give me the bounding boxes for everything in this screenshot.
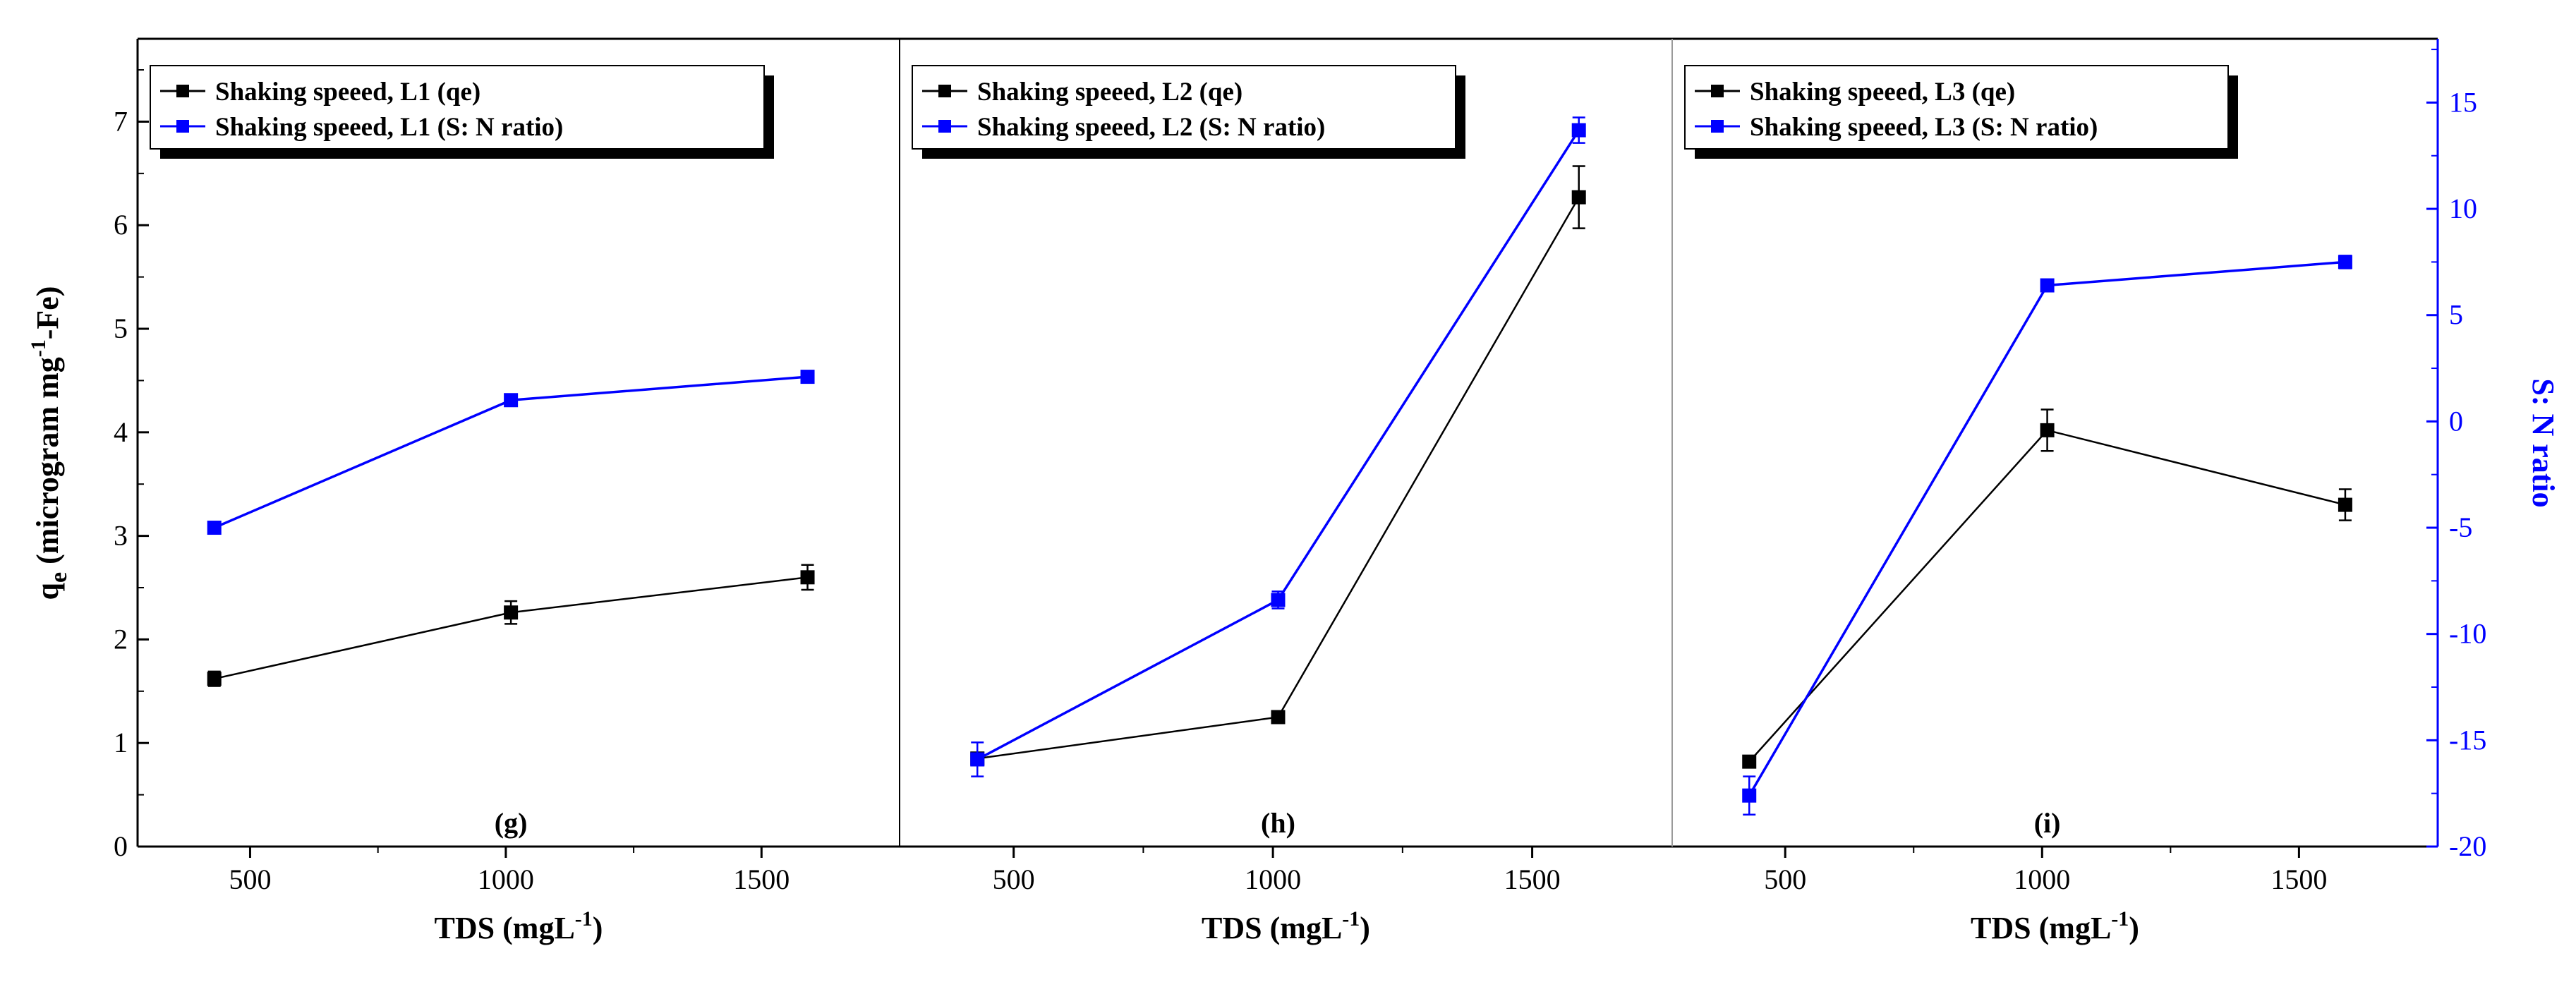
data-point — [1571, 123, 1586, 138]
data-point — [1271, 710, 1286, 725]
panel-g: 500 1000 1500 TDS (mgL-1) (g) Shaking speeed,… — [150, 65, 815, 945]
panel-letter: (h) — [1261, 807, 1295, 839]
data-point — [2040, 278, 2055, 293]
x-axis-title-main: TDS (mgL — [435, 911, 575, 945]
legend: Shaking speeed, L2 (qe) Shaking speeed, L… — [912, 65, 1465, 159]
series-qe — [1742, 408, 2352, 769]
legend-marker — [1711, 120, 1724, 133]
legend-marker — [176, 120, 189, 133]
data-point — [207, 672, 222, 686]
x-axis-tick-label: 500 — [229, 863, 271, 895]
left-axis-tick-label: 2 — [114, 623, 128, 655]
series-line — [977, 196, 1580, 760]
panel-letter: (i) — [2034, 807, 2061, 839]
left-axis-tick-label: 0 — [114, 830, 128, 862]
x-axis-tick-label: 500 — [1764, 863, 1806, 895]
legend-marker — [176, 85, 189, 97]
panel-i: 500 1000 1500 TDS (mgL-1) (i) Shaking speeed,… — [1684, 65, 2352, 945]
data-point — [2338, 497, 2352, 512]
x-axis-tick-label: 1000 — [478, 863, 534, 895]
series-sn-ratio — [970, 116, 1586, 777]
data-point — [504, 393, 519, 408]
data-point — [1571, 190, 1586, 205]
legend-box — [150, 65, 765, 150]
right-y-axis: -20 -15 -10 -5 0 5 10 15 — [2426, 39, 2486, 862]
data-point — [800, 370, 815, 384]
x-axis-title-main: TDS (mgL — [1971, 911, 2111, 945]
data-point — [970, 752, 985, 767]
legend-label: Shaking speeed, L3 (qe) — [1750, 78, 2015, 107]
left-axis-tick-label: 4 — [114, 416, 128, 448]
x-axis-title: TDS (mgL-1) — [435, 907, 603, 945]
left-axis-tick-label: 7 — [114, 105, 128, 137]
series-line — [214, 576, 808, 680]
left-axis-tick-label: 1 — [114, 727, 128, 758]
left-axis-tick-label: 3 — [114, 520, 128, 552]
right-axis-tick-label: 5 — [2449, 299, 2463, 331]
left-y-axis: 0 1 2 3 4 5 6 7 — [114, 39, 149, 862]
legend-marker — [1711, 85, 1724, 97]
legend-label: Shaking speeed, L2 (qe) — [977, 78, 1242, 107]
x-axis-tick-label: 1500 — [2270, 863, 2327, 895]
x-axis-tick-label: 1500 — [733, 863, 790, 895]
x-axis-tick-label: 1000 — [1245, 863, 1301, 895]
right-axis-tick-label: -5 — [2449, 511, 2472, 543]
panel-letter: (g) — [495, 807, 528, 839]
x-axis-title: TDS (mgL-1) — [1971, 907, 2139, 945]
x-axis-title-sup: -1 — [575, 907, 593, 931]
x-axis-title-sup: -1 — [2111, 907, 2129, 931]
legend-label: Shaking speeed, L3 (S: N ratio) — [1750, 113, 2098, 142]
x-axis-tick-label: 500 — [993, 863, 1035, 895]
legend-label: Shaking speeed, L2 (S: N ratio) — [977, 113, 1325, 142]
series-qe — [970, 165, 1586, 766]
data-point — [1742, 788, 1757, 803]
x-axis-title-main: TDS (mgL — [1202, 911, 1342, 945]
legend-marker — [938, 85, 951, 97]
legend-box — [1684, 65, 2229, 150]
right-axis-tick-label: -10 — [2449, 618, 2486, 650]
legend-label: Shaking speeed, L1 (S: N ratio) — [215, 113, 563, 142]
x-axis-title-sup: -1 — [1342, 907, 1360, 931]
x-axis-tick-label: 1500 — [1504, 863, 1561, 895]
data-point — [1742, 754, 1757, 769]
x-axis-title-end: ) — [593, 911, 603, 945]
legend-marker — [938, 120, 951, 133]
right-axis-tick-label: -15 — [2449, 724, 2486, 756]
legend-label: Shaking speeed, L1 (qe) — [215, 78, 480, 107]
data-point — [504, 605, 519, 620]
data-point — [800, 570, 815, 585]
legend: Shaking speeed, L1 (qe) Shaking speeed, L… — [150, 65, 774, 159]
left-axis-title: qe (microgram mg-1-Fe) — [27, 286, 72, 600]
series-line — [1748, 260, 2346, 796]
right-axis-tick-label: 0 — [2449, 405, 2463, 437]
data-point — [2338, 255, 2352, 269]
x-axis-title: TDS (mgL-1) — [1202, 907, 1370, 945]
x-axis-title-end: ) — [2129, 911, 2139, 945]
plot-frame — [138, 37, 2438, 848]
right-axis-tick-label: 10 — [2449, 193, 2477, 224]
right-axis-tick-label: 15 — [2449, 86, 2477, 118]
legend: Shaking speeed, L3 (qe) Shaking speeed, L… — [1684, 65, 2238, 159]
series-sn-ratio — [207, 370, 815, 535]
series-qe — [207, 564, 815, 687]
panel-h: 500 1000 1500 TDS (mgL-1) (h) Shaking speeed,… — [912, 65, 1586, 945]
left-axis-tick-label: 5 — [114, 313, 128, 344]
data-point — [1271, 593, 1286, 607]
legend-box — [912, 65, 1456, 150]
data-point — [2040, 423, 2055, 437]
right-axis-tick-label: -20 — [2449, 830, 2486, 862]
panel-dividers — [899, 39, 1673, 847]
left-axis-tick-label: 6 — [114, 209, 128, 241]
series-line — [976, 129, 1580, 761]
x-axis-title-end: ) — [1360, 911, 1370, 945]
right-axis-title: S: N ratio — [2526, 378, 2560, 507]
x-axis-tick-label: 1000 — [2014, 863, 2070, 895]
series-line — [1748, 429, 2346, 763]
series-sn-ratio — [1742, 255, 2352, 816]
data-point — [207, 521, 222, 535]
